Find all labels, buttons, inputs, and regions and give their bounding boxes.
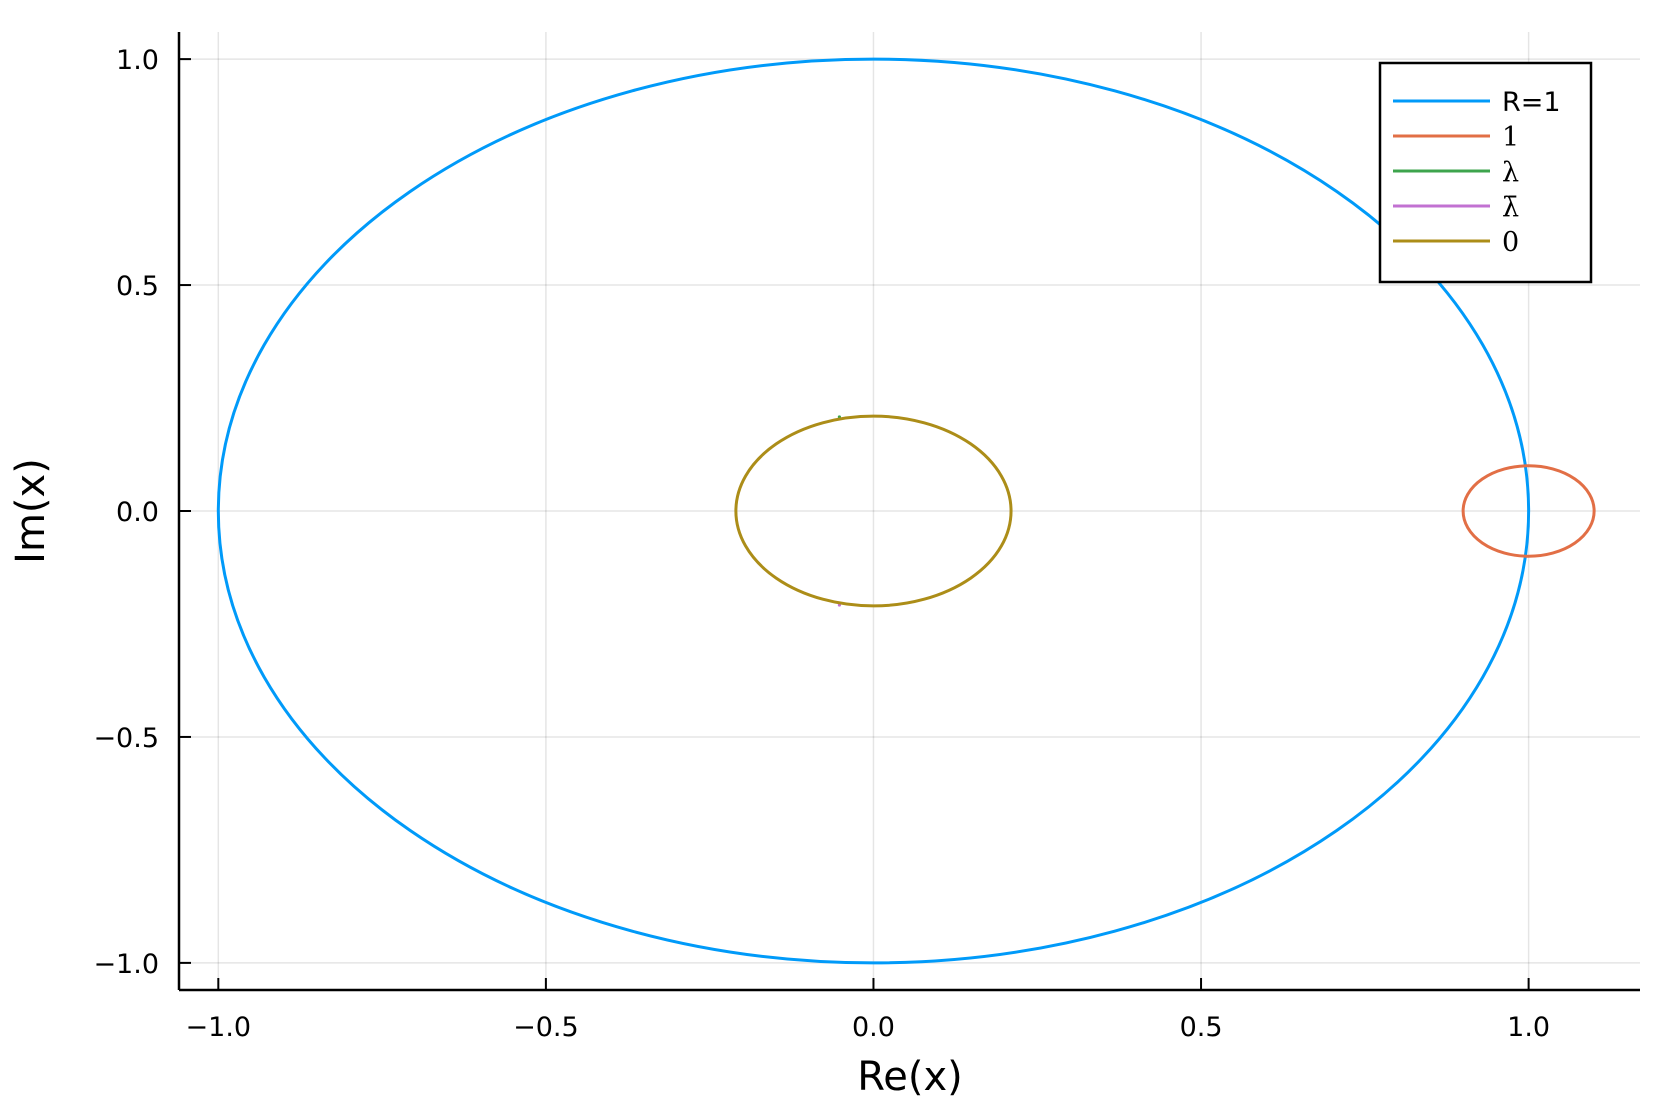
y-tick-label: 0.0 — [116, 497, 159, 528]
ticks: −1.0 −0.5 0.0 0.5 1.0 −1.0 −0.5 0.0 0.5 1.0 — [93, 45, 1550, 1043]
legend-label-1: 1 — [1502, 122, 1519, 153]
y-tick-label: 1.0 — [116, 45, 159, 76]
x-tick-label: 0.5 — [1180, 1012, 1223, 1043]
x-tick-label: 1.0 — [1507, 1012, 1550, 1043]
legend-label-0: R=1 — [1502, 87, 1561, 118]
x-tick-label: −0.5 — [513, 1012, 579, 1043]
y-tick-label: 0.5 — [116, 271, 159, 302]
y-tick-label: −0.5 — [93, 723, 159, 754]
series-curve-1 — [1461, 464, 1596, 558]
legend-label-2: λ — [1502, 157, 1519, 188]
x-tick-label: −1.0 — [186, 1012, 252, 1043]
series-curve-4 — [734, 414, 1013, 608]
legend-items: R=1 1 λ λ̄ 0 — [1393, 87, 1561, 258]
x-tick-label: 0.0 — [852, 1012, 895, 1043]
y-tick-label: −1.0 — [93, 949, 159, 980]
x-axis-title: Re(x) — [857, 1054, 963, 1100]
series-curve-0 — [216, 57, 1531, 965]
plot-series — [216, 57, 1596, 965]
legend-label-4: 0 — [1502, 227, 1519, 258]
y-axis-title: Im(x) — [8, 458, 54, 564]
legend: R=1 1 λ λ̄ 0 — [1378, 61, 1593, 284]
legend-label-3: λ̄ — [1502, 192, 1519, 223]
